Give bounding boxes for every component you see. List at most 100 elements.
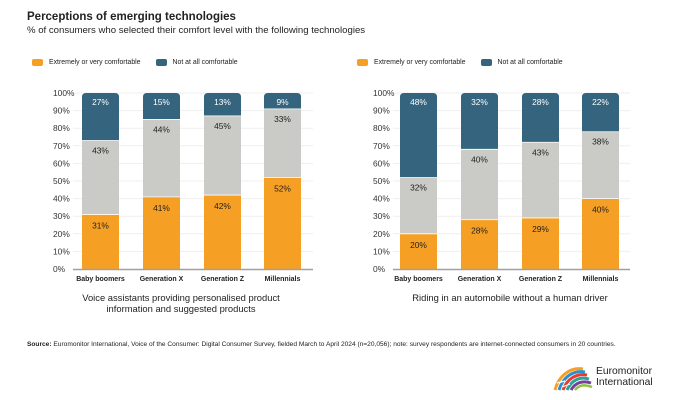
data-label-comfortable: 41% xyxy=(153,203,170,213)
legend-item-not-comfortable: Not at all comfortable xyxy=(480,58,563,66)
bar-segment-middle xyxy=(400,177,437,234)
data-label-not-comfortable: 22% xyxy=(592,97,609,107)
x-category-label: Generation Z xyxy=(519,276,563,283)
bar-segment-middle xyxy=(461,149,498,220)
data-label-not-comfortable: 13% xyxy=(214,97,231,107)
data-label-middle: 40% xyxy=(471,154,488,164)
legend-label-not-comfortable: Not at all comfortable xyxy=(172,58,238,66)
data-label-comfortable: 29% xyxy=(532,224,549,234)
source-text: Euromonitor International, Voice of the … xyxy=(51,341,616,348)
data-label-not-comfortable: 32% xyxy=(471,97,488,107)
chart-left: 0% 10% 20% 30% 40% 50% 60% 70% 80% 90% 100% 27% 43% 3… xyxy=(53,88,313,283)
legend-swatch-not-comfortable xyxy=(155,58,167,66)
y-tick-label: 100% xyxy=(53,88,75,98)
data-label-comfortable: 31% xyxy=(92,220,109,230)
y-tick-label: 50% xyxy=(373,176,390,186)
legend-label-comfortable: Extremely or very comfortable xyxy=(49,58,141,66)
bar-segment-middle xyxy=(582,131,619,199)
legend-item-not-comfortable: Not at all comfortable xyxy=(155,58,238,66)
chart-right: 0% 10% 20% 30% 40% 50% 60% 70% 80% 90% 100% 48% 32% 2… xyxy=(373,88,630,283)
legend-right: Extremely or very comfortable Not at all… xyxy=(357,57,578,67)
y-tick-label: 20% xyxy=(53,229,70,239)
bar-segment-comfortable xyxy=(582,198,619,269)
bar-segment-not-comfortable xyxy=(522,93,559,143)
bar-segment-comfortable xyxy=(204,195,241,269)
data-label-not-comfortable: 9% xyxy=(276,97,289,107)
x-category-label: Millennials xyxy=(583,276,619,283)
data-label-not-comfortable: 27% xyxy=(92,97,109,107)
bar-segment-comfortable xyxy=(522,217,559,269)
x-category-label: Baby boomers xyxy=(76,276,125,283)
bar-segment-middle xyxy=(522,142,559,218)
bar-segment-comfortable xyxy=(400,233,437,269)
legend-label-not-comfortable: Not at all comfortable xyxy=(497,58,563,66)
chart-left-caption-line1: Voice assistants providing personalised … xyxy=(82,292,280,303)
data-label-comfortable: 40% xyxy=(592,205,609,215)
legend-swatch-comfortable xyxy=(357,58,368,66)
data-label-not-comfortable: 48% xyxy=(410,97,427,107)
bar-segment-not-comfortable xyxy=(400,93,437,178)
data-label-middle: 33% xyxy=(274,114,291,124)
data-label-middle: 45% xyxy=(214,121,231,131)
logo-arc-icon xyxy=(553,367,593,391)
y-tick-label: 10% xyxy=(53,246,70,256)
data-label-comfortable: 28% xyxy=(471,226,488,236)
source-note: Source: Euromonitor International, Voice… xyxy=(27,341,616,348)
bar-segment-not-comfortable xyxy=(204,93,241,116)
bar-segment-not-comfortable xyxy=(82,93,119,141)
y-tick-label: 90% xyxy=(53,106,70,116)
legend-swatch-not-comfortable xyxy=(480,58,492,66)
logo-text-line1: Euromonitor xyxy=(596,366,653,377)
data-label-middle: 43% xyxy=(532,147,549,157)
data-label-comfortable: 52% xyxy=(274,183,291,193)
y-tick-label: 40% xyxy=(53,194,70,204)
y-tick-label: 90% xyxy=(373,106,390,116)
data-label-middle: 38% xyxy=(592,137,609,147)
chart-right-caption-line1: Riding in an automobile without a human … xyxy=(412,292,608,303)
x-category-label: Millennials xyxy=(265,276,301,283)
bar-segment-middle xyxy=(204,115,241,196)
bar-segment-comfortable xyxy=(82,214,119,269)
data-label-comfortable: 20% xyxy=(410,240,427,250)
bar-segment-comfortable xyxy=(264,177,301,269)
bar-segment-not-comfortable xyxy=(582,93,619,132)
data-label-middle: 44% xyxy=(153,124,170,134)
y-tick-label: 50% xyxy=(53,176,70,186)
bar-segment-comfortable xyxy=(461,219,498,269)
y-tick-label: 30% xyxy=(53,211,70,221)
y-tick-label: 100% xyxy=(373,88,395,98)
bar-segment-not-comfortable xyxy=(143,93,180,120)
x-category-label: Generation X xyxy=(458,276,502,283)
x-category-label: Generation Z xyxy=(201,276,245,283)
euromonitor-logo: Euromonitor International xyxy=(553,363,653,391)
page-subtitle: % of consumers who selected their comfor… xyxy=(27,25,366,36)
x-category-label: Baby boomers xyxy=(394,276,443,283)
chart-left-caption-line2: information and suggested products xyxy=(106,303,256,314)
y-tick-label: 80% xyxy=(53,123,70,133)
bar-segment-middle xyxy=(264,108,301,178)
bar-segment-middle xyxy=(82,140,119,215)
bar-segment-not-comfortable xyxy=(264,93,301,109)
source-label: Source: xyxy=(27,341,52,348)
legend-item-comfortable: Extremely or very comfortable xyxy=(32,58,141,66)
y-tick-label: 70% xyxy=(53,141,70,151)
y-tick-label: 80% xyxy=(373,123,390,133)
logo-text: Euromonitor International xyxy=(596,366,653,388)
y-tick-label: 60% xyxy=(53,158,70,168)
y-tick-label: 20% xyxy=(373,229,390,239)
y-tick-label: 0% xyxy=(53,264,66,274)
y-tick-label: 0% xyxy=(373,264,386,274)
y-tick-label: 30% xyxy=(373,211,390,221)
bar-segment-not-comfortable xyxy=(461,93,498,150)
y-tick-label: 60% xyxy=(373,158,390,168)
x-category-label: Generation X xyxy=(140,276,184,283)
legend-left: Extremely or very comfortable Not at all… xyxy=(32,57,253,67)
bar-segment-comfortable xyxy=(143,196,180,269)
data-label-comfortable: 42% xyxy=(214,201,231,211)
data-label-not-comfortable: 15% xyxy=(153,97,170,107)
data-label-middle: 43% xyxy=(92,146,109,156)
legend-swatch-comfortable xyxy=(32,58,43,66)
logo-text-line2: International xyxy=(596,377,653,388)
y-tick-label: 10% xyxy=(373,246,390,256)
